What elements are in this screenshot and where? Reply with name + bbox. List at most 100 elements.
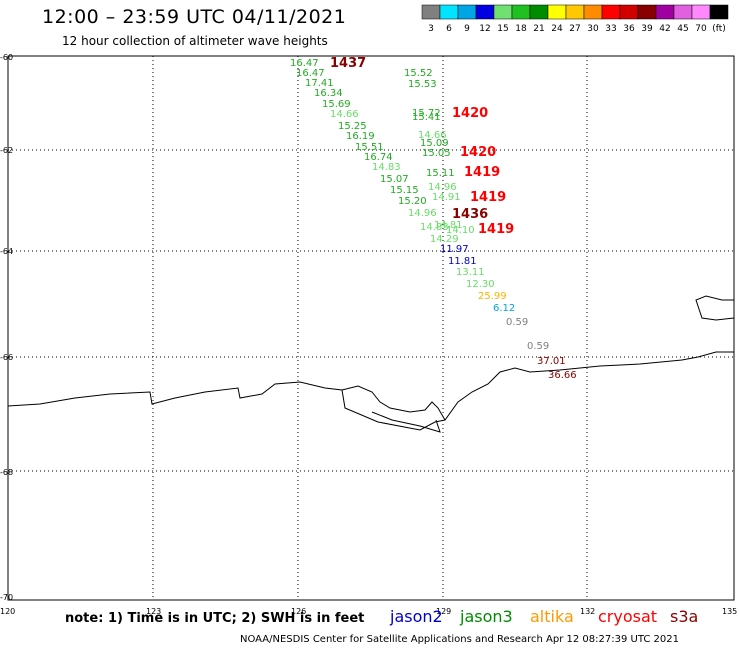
lon-label: 126 <box>291 607 306 616</box>
footer-note: note: 1) Time is in UTC; 2) SWH is in fe… <box>65 611 365 626</box>
scale-swatch <box>601 4 621 20</box>
scale-swatch <box>475 4 495 20</box>
swh-label: 15.52 <box>404 68 433 79</box>
swh-label: 0.59 <box>506 317 528 328</box>
map-subtitle: 12 hour collection of altimeter wave hei… <box>62 34 328 48</box>
swh-label: 15.11 <box>426 168 455 179</box>
lat-label: -66 <box>0 353 13 362</box>
map-title: 12:00 – 23:59 UTC 04/11/2021 <box>42 6 347 28</box>
swh-label: 14.83 <box>420 222 449 233</box>
lat-label: -70 <box>0 593 13 602</box>
swh-label: 14.96 <box>408 208 437 219</box>
lon-label: 123 <box>146 607 161 616</box>
coastline <box>7 351 734 431</box>
swh-label: 12.30 <box>466 279 495 290</box>
scale-label: 15 <box>497 24 508 34</box>
swh-label: 14.96 <box>428 182 457 193</box>
scale-swatch <box>637 4 657 20</box>
graticule <box>8 56 734 600</box>
pass-time-label: 1420 <box>452 106 488 121</box>
mission-label: jason2 <box>390 607 443 626</box>
scale-label: 3 <box>428 24 434 34</box>
scale-swatch <box>529 4 549 20</box>
swh-label: 15.07 <box>380 174 409 185</box>
swh-label: 16.34 <box>314 88 343 99</box>
map-frame <box>7 55 735 601</box>
lon-label: 120 <box>0 607 15 616</box>
swh-label: 0.59 <box>527 341 549 352</box>
mission-label: jason3 <box>460 607 513 626</box>
scale-label: 70 <box>695 24 707 34</box>
latitude-labels: -60 -62 -64 -66 -68 -70 <box>0 53 13 602</box>
scale-label: 36 <box>623 24 635 34</box>
scale-label: 30 <box>587 24 599 34</box>
swh-label: 25.99 <box>478 291 507 302</box>
swh-label: 37.01 <box>537 356 566 367</box>
scale-swatch <box>565 4 585 20</box>
swh-label: 15.51 <box>355 142 384 153</box>
scale-label: 12 <box>479 24 490 34</box>
scale-swatch <box>583 4 603 20</box>
swh-label: 15.72 <box>412 108 441 119</box>
swh-label: 15.09 <box>420 138 449 149</box>
scale-label: 21 <box>533 24 544 34</box>
lat-label: -64 <box>0 247 13 256</box>
swh-label: 16.74 <box>364 152 393 163</box>
swh-label: 15.53 <box>408 79 437 90</box>
scale-unit: (ft) <box>712 24 726 34</box>
scale-label: 9 <box>464 24 470 34</box>
lon-label: 132 <box>580 607 595 616</box>
swh-label: 15.20 <box>398 196 427 207</box>
lat-label: -68 <box>0 468 13 477</box>
scale-swatch <box>673 4 693 20</box>
swh-label: 6.12 <box>493 303 515 314</box>
pass-time-label: 1419 <box>478 222 514 237</box>
scale-swatch <box>619 4 639 20</box>
scale-swatch <box>655 4 675 20</box>
swh-label: 15.15 <box>390 185 419 196</box>
scale-swatch <box>691 4 711 20</box>
scale-label: 42 <box>659 24 670 34</box>
swh-label: 16.47 <box>290 58 319 69</box>
scale-label: 39 <box>641 24 653 34</box>
scale-label: 24 <box>551 24 563 34</box>
swh-label: 13.11 <box>456 267 485 278</box>
pass-time-label: 1419 <box>470 190 506 205</box>
coastline-tongue <box>371 411 441 433</box>
lat-label: -60 <box>0 53 13 62</box>
mission-label: altika <box>530 607 574 626</box>
footer-credit: NOAA/NESDIS Center for Satellite Applica… <box>240 634 679 645</box>
swh-label: 11.97 <box>440 244 469 255</box>
coastline-east <box>695 295 735 321</box>
observation-labels: 16.4716.4717.4116.3415.6914.6615.2516.19… <box>290 58 577 381</box>
lon-label: 129 <box>436 607 451 616</box>
mission-label: s3a <box>670 607 699 626</box>
scale-label: 33 <box>605 24 616 34</box>
scale-swatch <box>493 4 513 20</box>
swh-label: 36.66 <box>548 370 577 381</box>
swh-label: 14.83 <box>372 162 401 173</box>
lon-label: 135 <box>722 607 737 616</box>
swh-label: 16.47 <box>296 68 325 79</box>
swh-label: 15.41 <box>412 112 441 123</box>
swh-label: 11.81 <box>448 256 477 267</box>
scale-swatch <box>457 4 477 20</box>
scale-swatch <box>439 4 459 20</box>
pass-time-label: 1419 <box>464 165 500 180</box>
scale-swatch <box>547 4 567 20</box>
swh-label: 17.41 <box>305 78 334 89</box>
pass-time-label: 1437 <box>330 56 366 71</box>
swh-label: 14.91 <box>432 192 461 203</box>
mission-label: cryosat <box>598 607 658 626</box>
scale-swatch <box>709 4 729 20</box>
swh-label: 14.66 <box>330 109 359 120</box>
pass-time-label: 1420 <box>460 145 496 160</box>
pass-time-label: 1436 <box>452 207 488 222</box>
color-scale-legend: 3 6 9 12 15 18 21 24 27 30 33 36 39 42 45 70 (ft) <box>421 4 729 34</box>
swh-label: 14.29 <box>430 234 459 245</box>
scale-label: 27 <box>569 24 580 34</box>
scale-label: 45 <box>677 24 688 34</box>
coastline-inlet <box>341 385 446 421</box>
